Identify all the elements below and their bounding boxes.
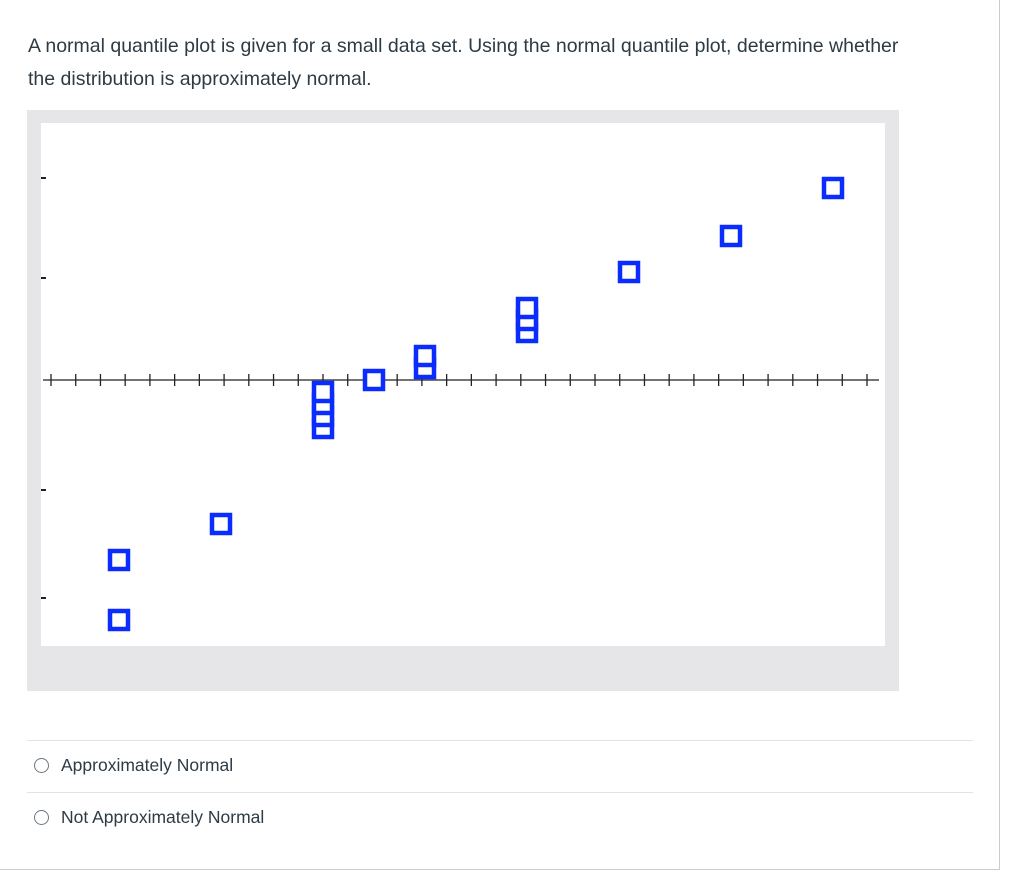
quantile-plot-frame (27, 110, 899, 691)
question-panel: A normal quantile plot is given for a sm… (0, 0, 1000, 870)
data-point (515, 296, 539, 320)
data-point (107, 608, 131, 632)
answer-option-not-approximately-normal[interactable]: Not Approximately Normal (34, 802, 264, 832)
divider-middle (27, 792, 973, 793)
data-point (719, 224, 743, 248)
answer-label: Not Approximately Normal (61, 806, 265, 827)
radio-button-icon[interactable] (34, 757, 49, 773)
data-point (413, 344, 437, 368)
data-point (209, 512, 233, 536)
normal-quantile-plot (41, 176, 879, 632)
data-point (362, 368, 386, 392)
radio-button-icon[interactable] (34, 809, 49, 825)
answer-label: Approximately Normal (61, 754, 234, 775)
question-text: A normal quantile plot is given for a sm… (28, 35, 899, 90)
data-point (617, 260, 641, 284)
data-point (107, 548, 131, 572)
data-point (311, 380, 335, 404)
quantile-plot-area (41, 123, 885, 646)
answer-option-approximately-normal[interactable]: Approximately Normal (34, 750, 233, 780)
data-point (821, 176, 845, 200)
divider-top (27, 740, 973, 741)
